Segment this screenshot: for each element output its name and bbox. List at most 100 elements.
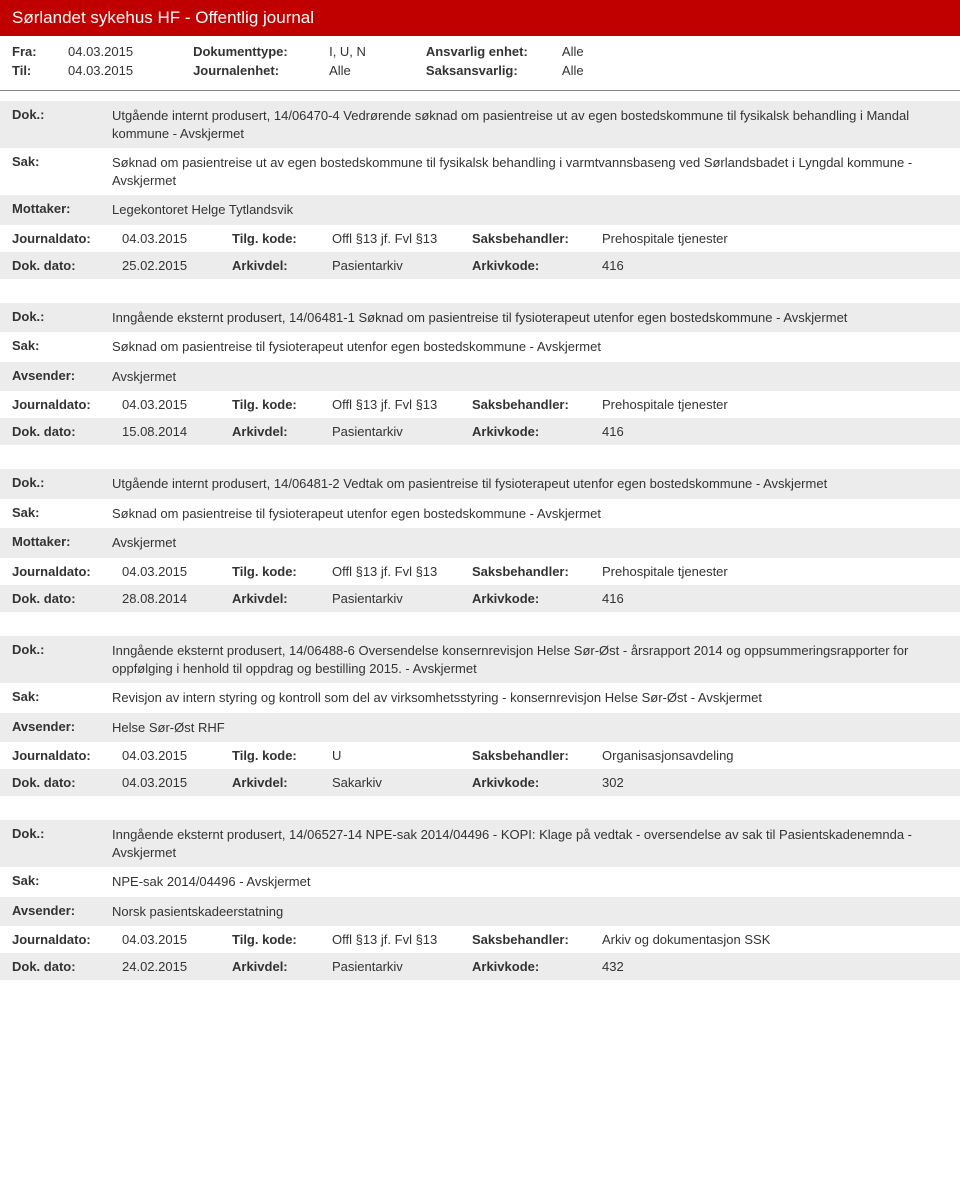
party-row: Mottaker: Avskjermet	[0, 528, 960, 558]
journaldato-value: 04.03.2015	[122, 397, 222, 412]
meta-journalenhet-value: Alle	[329, 63, 351, 78]
journal-entry: Dok.: Utgående internt produsert, 14/064…	[0, 91, 960, 293]
meta-row-ansvarlig: Ansvarlig enhet: Alle	[426, 44, 584, 59]
sak-row: Sak: NPE-sak 2014/04496 - Avskjermet	[0, 867, 960, 897]
saksbehandler-label: Saksbehandler:	[472, 932, 592, 947]
arkivdel-label: Arkivdel:	[232, 775, 322, 790]
dokdato-value: 04.03.2015	[122, 775, 222, 790]
meta-doktype-value: I, U, N	[329, 44, 366, 59]
arkivdel-value: Pasientarkiv	[332, 258, 462, 273]
party-label: Mottaker:	[12, 201, 102, 216]
dokdato-row: Dok. dato: 15.08.2014 Arkivdel: Pasienta…	[0, 418, 960, 445]
meta-row-journalenhet: Journalenhet: Alle	[193, 63, 366, 78]
meta-saksansvarlig-label: Saksansvarlig:	[426, 63, 546, 78]
saksbehandler-value: Prehospitale tjenester	[602, 564, 948, 579]
arkivdel-label: Arkivdel:	[232, 258, 322, 273]
dokdato-label: Dok. dato:	[12, 959, 112, 974]
journaldato-value: 04.03.2015	[122, 564, 222, 579]
meta-left: Fra: 04.03.2015 Til: 04.03.2015	[12, 44, 133, 78]
meta-til-value: 04.03.2015	[68, 63, 133, 78]
arkivkode-value: 432	[602, 959, 948, 974]
tilgkode-label: Tilg. kode:	[232, 397, 322, 412]
meta-row-doktype: Dokumenttype: I, U, N	[193, 44, 366, 59]
journaldato-label: Journaldato:	[12, 397, 112, 412]
sak-label: Sak:	[12, 689, 102, 704]
dok-label: Dok.:	[12, 826, 102, 841]
journaldato-row: Journaldato: 04.03.2015 Tilg. kode: Offl…	[0, 391, 960, 418]
saksbehandler-value: Organisasjonsavdeling	[602, 748, 948, 763]
meta-til-label: Til:	[12, 63, 52, 78]
journaldato-label: Journaldato:	[12, 564, 112, 579]
arkivkode-label: Arkivkode:	[472, 591, 592, 606]
journaldato-row: Journaldato: 04.03.2015 Tilg. kode: Offl…	[0, 926, 960, 953]
dok-row: Dok.: Inngående eksternt produsert, 14/0…	[0, 636, 960, 683]
dok-row: Dok.: Utgående internt produsert, 14/064…	[0, 101, 960, 148]
journaldato-label: Journaldato:	[12, 231, 112, 246]
arkivkode-label: Arkivkode:	[472, 258, 592, 273]
arkivdel-value: Sakarkiv	[332, 775, 462, 790]
party-value: Avskjermet	[112, 534, 948, 552]
sak-label: Sak:	[12, 505, 102, 520]
sak-value: Søknad om pasientreise ut av egen bosted…	[112, 154, 948, 189]
journaldato-row: Journaldato: 04.03.2015 Tilg. kode: U Sa…	[0, 742, 960, 769]
page-header: Sørlandet sykehus HF - Offentlig journal	[0, 0, 960, 36]
meta-ansvarlig-value: Alle	[562, 44, 584, 59]
arkivdel-label: Arkivdel:	[232, 959, 322, 974]
meta-block: Fra: 04.03.2015 Til: 04.03.2015 Dokument…	[0, 36, 960, 91]
sak-row: Sak: Søknad om pasientreise til fysioter…	[0, 499, 960, 529]
dok-value: Utgående internt produsert, 14/06481-2 V…	[112, 475, 948, 493]
meta-row-til: Til: 04.03.2015	[12, 63, 133, 78]
party-row: Avsender: Avskjermet	[0, 362, 960, 392]
journaldato-value: 04.03.2015	[122, 932, 222, 947]
journal-entry: Dok.: Inngående eksternt produsert, 14/0…	[0, 293, 960, 460]
sak-row: Sak: Revisjon av intern styring og kontr…	[0, 683, 960, 713]
meta-doktype-label: Dokumenttype:	[193, 44, 313, 59]
sak-row: Sak: Søknad om pasientreise ut av egen b…	[0, 148, 960, 195]
tilgkode-value: U	[332, 748, 462, 763]
journaldato-value: 04.03.2015	[122, 231, 222, 246]
meta-right: Ansvarlig enhet: Alle Saksansvarlig: All…	[426, 44, 584, 78]
dokdato-value: 24.02.2015	[122, 959, 222, 974]
journaldato-row: Journaldato: 04.03.2015 Tilg. kode: Offl…	[0, 225, 960, 252]
party-label: Avsender:	[12, 903, 102, 918]
arkivkode-label: Arkivkode:	[472, 959, 592, 974]
saksbehandler-value: Prehospitale tjenester	[602, 231, 948, 246]
tilgkode-value: Offl §13 jf. Fvl §13	[332, 564, 462, 579]
dokdato-label: Dok. dato:	[12, 591, 112, 606]
journal-entry: Dok.: Utgående internt produsert, 14/064…	[0, 459, 960, 626]
party-label: Avsender:	[12, 719, 102, 734]
arkivkode-value: 416	[602, 591, 948, 606]
dok-row: Dok.: Inngående eksternt produsert, 14/0…	[0, 303, 960, 333]
party-row: Avsender: Helse Sør-Øst RHF	[0, 713, 960, 743]
dok-label: Dok.:	[12, 475, 102, 490]
dokdato-row: Dok. dato: 04.03.2015 Arkivdel: Sakarkiv…	[0, 769, 960, 796]
tilgkode-label: Tilg. kode:	[232, 564, 322, 579]
arkivdel-label: Arkivdel:	[232, 591, 322, 606]
party-row: Avsender: Norsk pasientskadeerstatning	[0, 897, 960, 927]
saksbehandler-value: Arkiv og dokumentasjon SSK	[602, 932, 948, 947]
arkivkode-value: 416	[602, 424, 948, 439]
sak-label: Sak:	[12, 154, 102, 169]
meta-fra-value: 04.03.2015	[68, 44, 133, 59]
journaldato-value: 04.03.2015	[122, 748, 222, 763]
dokdato-row: Dok. dato: 28.08.2014 Arkivdel: Pasienta…	[0, 585, 960, 612]
meta-row-fra: Fra: 04.03.2015	[12, 44, 133, 59]
sak-label: Sak:	[12, 873, 102, 888]
sak-value: Søknad om pasientreise til fysioterapeut…	[112, 338, 948, 356]
sak-value: NPE-sak 2014/04496 - Avskjermet	[112, 873, 948, 891]
meta-ansvarlig-label: Ansvarlig enhet:	[426, 44, 546, 59]
sak-label: Sak:	[12, 338, 102, 353]
dokdato-label: Dok. dato:	[12, 424, 112, 439]
entries-container: Dok.: Utgående internt produsert, 14/064…	[0, 91, 960, 994]
arkivdel-label: Arkivdel:	[232, 424, 322, 439]
tilgkode-label: Tilg. kode:	[232, 748, 322, 763]
dokdato-label: Dok. dato:	[12, 258, 112, 273]
party-value: Avskjermet	[112, 368, 948, 386]
dokdato-value: 28.08.2014	[122, 591, 222, 606]
arkivkode-value: 302	[602, 775, 948, 790]
dok-row: Dok.: Utgående internt produsert, 14/064…	[0, 469, 960, 499]
dokdato-value: 15.08.2014	[122, 424, 222, 439]
saksbehandler-label: Saksbehandler:	[472, 564, 592, 579]
journaldato-label: Journaldato:	[12, 932, 112, 947]
meta-fra-label: Fra:	[12, 44, 52, 59]
